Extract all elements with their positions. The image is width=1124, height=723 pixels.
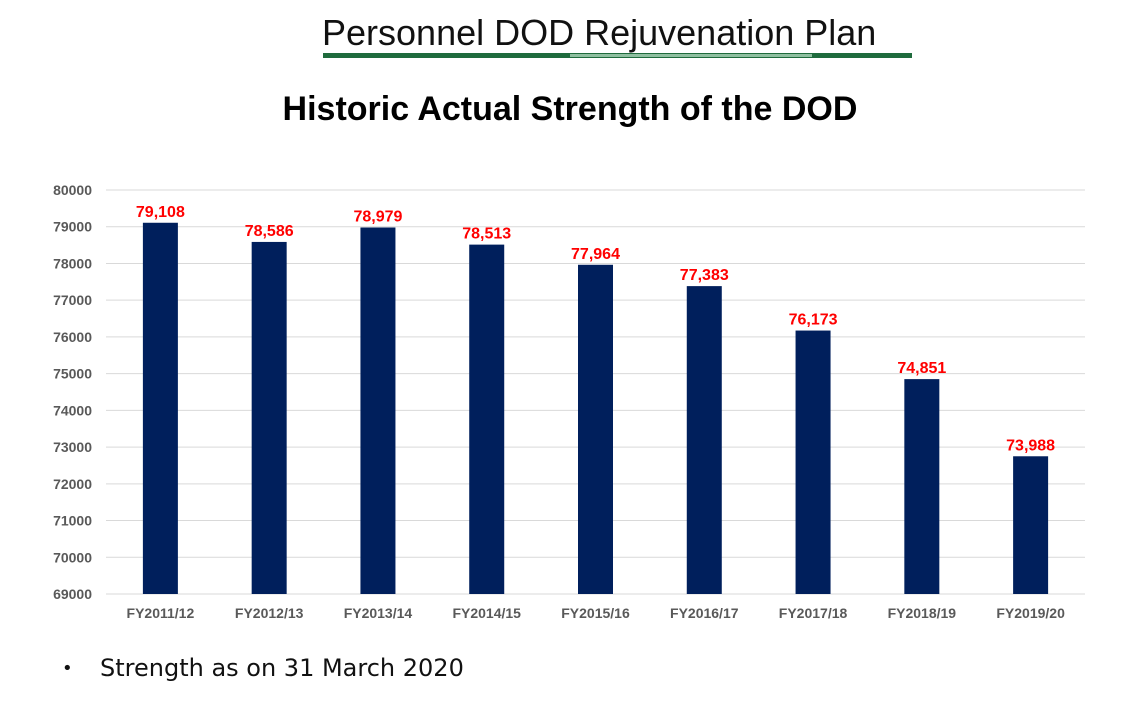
y-tick-label: 75000 [53, 366, 92, 382]
y-tick-label: 77000 [53, 292, 92, 308]
chart-title: Historic Actual Strength of the DOD [282, 90, 858, 128]
y-tick-label: 71000 [53, 513, 92, 529]
data-label: 73,988 [1006, 437, 1055, 454]
bar [904, 379, 940, 594]
data-label: 79,108 [136, 204, 185, 221]
footnote: • Strength as on 31 March 2020 [62, 654, 464, 682]
x-tick-label: FY2017/18 [779, 605, 848, 621]
data-label: 74,851 [897, 360, 946, 377]
x-tick-label: FY2011/12 [127, 605, 195, 621]
y-tick-label: 79000 [53, 219, 92, 235]
bar [1013, 456, 1049, 594]
bar [142, 222, 178, 594]
bar [578, 264, 613, 594]
data-label: 78,513 [462, 226, 511, 243]
footnote-text: Strength as on 31 March 2020 [100, 654, 464, 682]
header-underline-highlight [570, 54, 812, 57]
x-tick-label: FY2019/20 [996, 605, 1065, 621]
data-label: 78,586 [245, 223, 294, 240]
x-tick-label: FY2013/14 [344, 605, 413, 621]
header-underline [323, 53, 912, 58]
data-label: 78,979 [353, 208, 402, 225]
slide-header: Personnel DOD Rejuvenation Plan [322, 12, 877, 53]
bar [469, 244, 505, 594]
data-label: 77,964 [571, 246, 620, 263]
y-tick-label: 76000 [53, 329, 92, 345]
y-tick-label: 69000 [53, 586, 92, 602]
y-tick-label: 70000 [53, 549, 92, 565]
x-tick-label: FY2015/16 [561, 605, 630, 621]
bar [795, 330, 831, 594]
bar [360, 227, 396, 595]
y-tick-label: 74000 [53, 402, 92, 418]
y-tick-label: 73000 [53, 439, 92, 455]
x-tick-label: FY2016/17 [670, 605, 739, 621]
data-label: 77,383 [680, 267, 729, 284]
y-tick-label: 78000 [53, 255, 92, 271]
bar [686, 286, 722, 594]
x-tick-label: FY2018/19 [888, 605, 957, 621]
y-tick-label: 72000 [53, 476, 92, 492]
y-tick-label: 80000 [53, 182, 92, 198]
x-tick-label: FY2014/15 [452, 605, 521, 621]
bullet-icon: • [62, 658, 73, 679]
bar-chart: 69000 70000 71000 72000 73000 74000 75000 76000… [53, 182, 1085, 621]
x-tick-label: FY2012/13 [235, 605, 304, 621]
bar [251, 241, 287, 594]
data-label: 76,173 [789, 312, 838, 329]
